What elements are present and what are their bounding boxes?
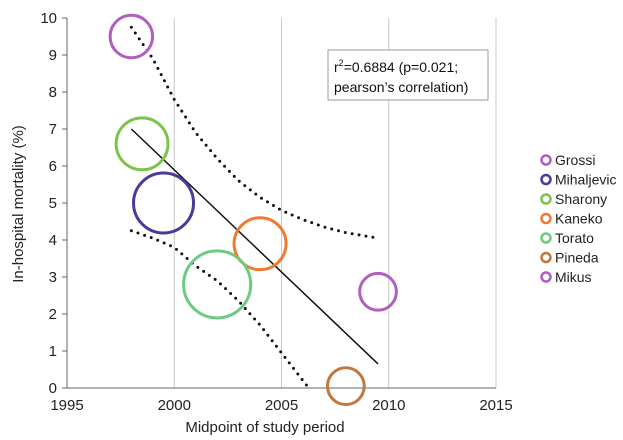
annotation-superscript: 2 — [339, 58, 344, 68]
bubbles — [108, 13, 398, 407]
legend-marker-grossi — [540, 154, 552, 166]
legend-label: Mikus — [555, 269, 592, 285]
correlation-annotation: r2=0.6884 (p=0.021; pearson’s correlatio… — [327, 49, 489, 101]
bubble-grossi — [108, 13, 155, 60]
bubble-kaneko — [232, 216, 288, 272]
legend-marker-mikus — [540, 271, 552, 283]
bubble-pineda — [325, 366, 366, 407]
y-tick-label: 4 — [49, 232, 57, 249]
regression-line — [130, 128, 379, 365]
tick-labels: 1995 2000 2005 2010 2015 0 1 2 3 4 5 6 7 8 9 10 — [40, 10, 512, 414]
axes — [62, 17, 496, 389]
legend-marker-sharony — [540, 193, 552, 205]
lower-confidence-band — [129, 229, 309, 388]
y-tick-label: 7 — [49, 121, 57, 138]
y-axis-title: In-hospital mortality (%) — [10, 125, 27, 283]
x-axis-title: Midpoint of study period — [185, 419, 344, 436]
legend-label: Pineda — [555, 250, 599, 266]
upper-confidence-band — [129, 25, 380, 240]
legend: Grossi Mihaljevic Sharony Kaneko Torato Pined… — [540, 152, 616, 285]
annotation-box — [327, 49, 489, 101]
bubble-mihaljevic — [132, 171, 196, 235]
legend-marker-kaneko — [540, 212, 552, 225]
legend-marker-mihaljevic — [540, 173, 552, 186]
x-tick-label: 2015 — [479, 397, 512, 414]
y-tick-label: 10 — [40, 10, 57, 27]
legend-label: Kaneko — [555, 211, 603, 227]
y-tick-label: 0 — [49, 380, 57, 397]
y-tick-label: 6 — [49, 158, 57, 175]
annotation-line-1: r2=0.6884 (p=0.021; — [334, 58, 458, 75]
bubble-torato — [182, 249, 253, 320]
x-tick-label: 1995 — [50, 397, 83, 414]
x-tick-label: 2000 — [158, 397, 191, 414]
y-tick-label: 1 — [49, 343, 57, 360]
y-tick-label: 3 — [49, 269, 57, 286]
x-tick-label: 2005 — [265, 397, 298, 414]
y-tick-label: 2 — [49, 306, 57, 323]
legend-marker-torato — [540, 232, 552, 244]
x-tick-label: 2010 — [372, 397, 405, 414]
annotation-stats: =0.6884 (p=0.021; — [344, 59, 458, 75]
annotation-r: r — [334, 59, 339, 75]
legend-label: Torato — [555, 230, 594, 246]
legend-marker-pineda — [540, 251, 552, 264]
legend-label: Sharony — [555, 191, 607, 207]
bubble-mikus — [358, 271, 398, 312]
annotation-line-2: pearson’s correlation) — [334, 79, 468, 95]
y-tick-label: 9 — [49, 47, 57, 64]
legend-label: Grossi — [555, 152, 595, 168]
y-tick-label: 8 — [49, 84, 57, 101]
regression-curves — [129, 25, 380, 388]
bubble-sharony — [114, 116, 170, 172]
y-tick-label: 5 — [49, 195, 57, 212]
legend-label: Mihaljevic — [555, 172, 616, 188]
